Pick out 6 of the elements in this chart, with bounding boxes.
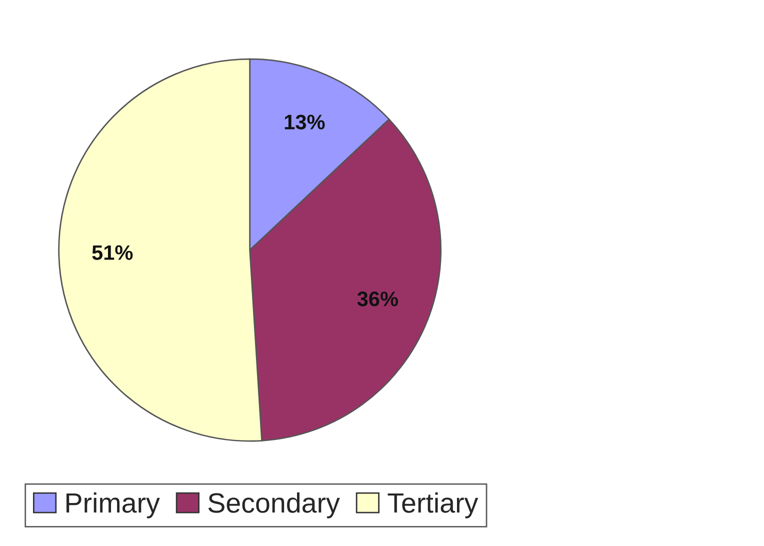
data-label: 51%: [92, 245, 133, 260]
legend-label: Tertiary: [388, 492, 478, 518]
data-label: 13%: [284, 114, 325, 130]
legend-label: Primary: [66, 492, 160, 518]
data-label: 36%: [357, 292, 398, 306]
legend-label: Secondary: [208, 492, 340, 518]
